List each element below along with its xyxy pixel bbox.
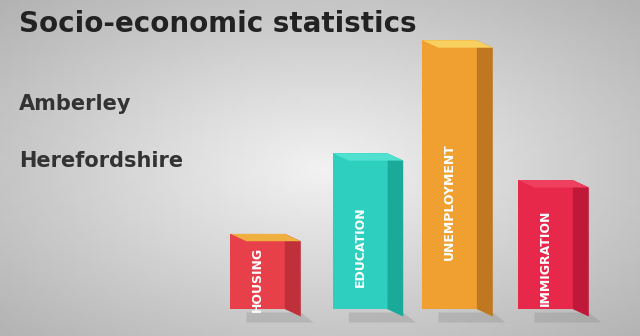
Text: UNEMPLOYMENT: UNEMPLOYMENT	[443, 143, 456, 260]
Text: IMMIGRATION: IMMIGRATION	[539, 209, 552, 306]
Text: HOUSING: HOUSING	[251, 246, 264, 311]
Polygon shape	[422, 40, 493, 48]
Polygon shape	[534, 312, 602, 323]
Polygon shape	[285, 234, 301, 317]
Polygon shape	[518, 180, 573, 309]
Text: Socio-economic statistics: Socio-economic statistics	[19, 10, 417, 38]
Text: EDUCATION: EDUCATION	[353, 206, 367, 287]
Text: Amberley: Amberley	[19, 94, 132, 114]
Polygon shape	[333, 153, 403, 161]
Polygon shape	[438, 312, 506, 323]
Polygon shape	[573, 180, 589, 317]
Text: Herefordshire: Herefordshire	[19, 151, 183, 171]
Polygon shape	[387, 153, 403, 317]
Polygon shape	[333, 153, 387, 309]
Polygon shape	[477, 40, 493, 317]
Polygon shape	[349, 312, 416, 323]
Polygon shape	[422, 40, 477, 309]
Polygon shape	[246, 312, 314, 323]
Polygon shape	[230, 234, 301, 241]
Polygon shape	[230, 234, 285, 309]
Polygon shape	[518, 180, 589, 187]
